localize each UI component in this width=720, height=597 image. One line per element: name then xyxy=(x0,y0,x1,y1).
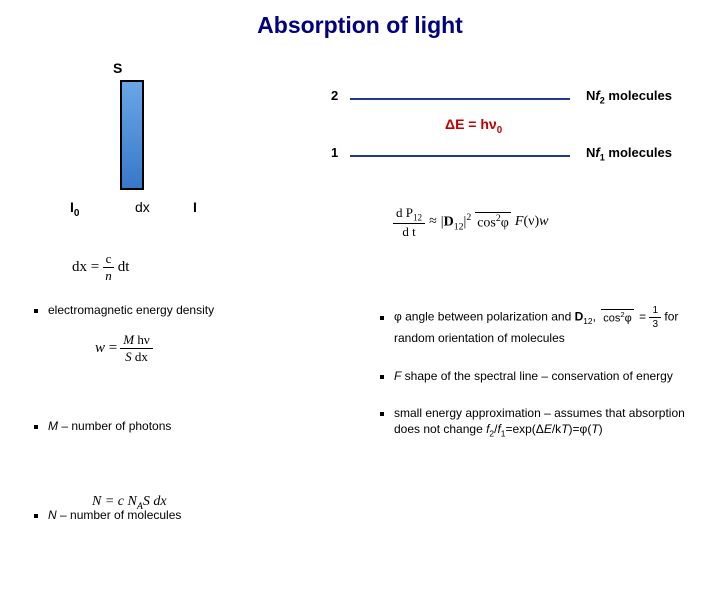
list-item: electromagnetic energy density xyxy=(48,303,330,317)
level-2-line xyxy=(350,98,570,100)
nf2-label: Nf2 molecules xyxy=(586,88,672,106)
level-1-line xyxy=(350,155,570,157)
slab-box xyxy=(120,80,144,190)
delta-e-label: ΔE = hν0 xyxy=(445,116,502,136)
i-label: I xyxy=(193,199,197,215)
i0-label: I0 xyxy=(70,199,79,219)
page-title: Absorption of light xyxy=(0,12,720,39)
dx-label: dx xyxy=(135,199,150,215)
equation-n: N = c NAS dx xyxy=(92,494,167,512)
level-2-number: 2 xyxy=(331,88,338,103)
equation-dx: dx = c n dt xyxy=(72,251,129,284)
list-item: M – number of photons xyxy=(48,419,330,433)
nf1-label: Nf1 molecules xyxy=(586,145,672,163)
list-item: F shape of the spectral line – conservat… xyxy=(394,369,696,385)
list-item: N – number of molecules xyxy=(48,508,330,522)
list-item: φ angle between polarization and D12, co… xyxy=(394,304,696,347)
right-bullet-list: φ angle between polarization and D12, co… xyxy=(376,304,696,461)
level-1-number: 1 xyxy=(331,145,338,160)
s-label: S xyxy=(113,60,122,76)
left-bullet-list: electromagnetic energy density M – numbe… xyxy=(30,303,330,597)
equation-dp12: d P12 d t ≈ |D12|2 cos2φ F(ν)w xyxy=(393,205,548,240)
list-item: small energy approximation – assumes tha… xyxy=(394,406,696,439)
